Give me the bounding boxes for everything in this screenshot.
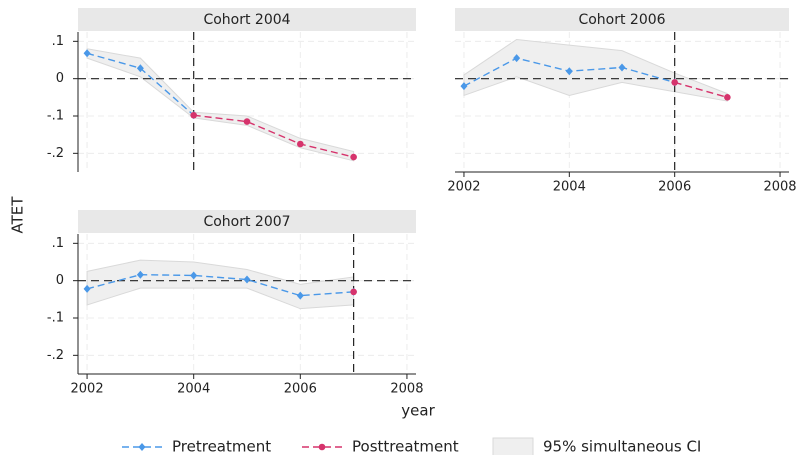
y-tick-label: .1 — [52, 34, 64, 49]
marker — [318, 443, 326, 451]
y-tick-label: -.2 — [47, 348, 64, 363]
x-tick-label: 2004 — [553, 180, 586, 195]
marker — [460, 82, 468, 91]
panel-header — [455, 8, 789, 31]
panel-header — [78, 210, 416, 233]
marker — [83, 284, 91, 293]
marker — [671, 79, 678, 86]
panel-title: Cohort 2007 — [203, 214, 290, 230]
marker — [136, 270, 144, 279]
marker — [296, 291, 304, 300]
x-tick-label: 2008 — [763, 180, 796, 195]
x-tick-label: 2002 — [71, 382, 104, 397]
marker — [513, 54, 521, 63]
marker — [243, 275, 251, 284]
legend-swatch — [492, 437, 534, 455]
panel-title: Cohort 2006 — [578, 12, 665, 28]
marker — [190, 111, 197, 119]
panel-title: Cohort 2004 — [203, 12, 290, 28]
y-tick-label: 0 — [56, 273, 64, 288]
marker — [190, 271, 198, 280]
x-tick-label: 2006 — [658, 180, 691, 195]
y-tick-label: -.1 — [47, 311, 64, 326]
legend-label: Pretreatment — [172, 438, 271, 455]
x-axis-label: year — [401, 402, 435, 420]
y-axis-label: ATET — [9, 196, 27, 234]
marker — [618, 63, 626, 72]
y-tick-label: .1 — [52, 236, 64, 251]
y-tick-label: -.2 — [47, 146, 64, 161]
ci-band — [86, 259, 355, 310]
ci-band — [86, 48, 355, 162]
y-tick-label: 0 — [56, 71, 64, 86]
marker — [350, 153, 357, 161]
legend-label: 95% simultaneous CI — [543, 438, 701, 455]
ci-band — [463, 38, 728, 102]
series-line — [674, 81, 728, 99]
marker — [297, 140, 304, 148]
marker — [138, 443, 146, 451]
x-tick-label: 2004 — [177, 382, 210, 397]
legend-label: Posttreatment — [352, 438, 459, 455]
x-tick-label: 2008 — [390, 382, 423, 397]
y-tick-label: -.1 — [47, 109, 64, 124]
panel-header — [78, 8, 416, 31]
marker — [350, 288, 357, 296]
marker — [565, 67, 573, 76]
marker — [724, 94, 731, 101]
x-tick-label: 2006 — [284, 382, 317, 397]
marker — [136, 64, 144, 73]
marker — [243, 118, 251, 125]
marker — [83, 49, 91, 58]
series-line — [193, 114, 354, 158]
x-tick-label: 2002 — [447, 180, 480, 195]
series-line — [86, 273, 354, 297]
